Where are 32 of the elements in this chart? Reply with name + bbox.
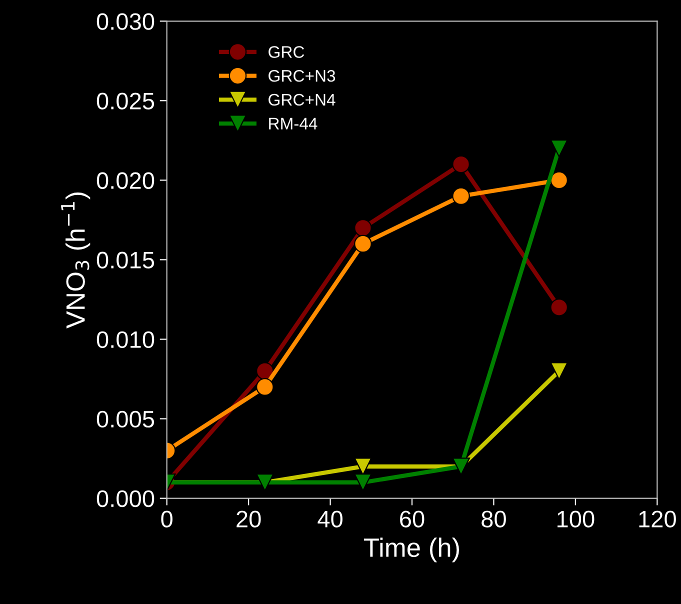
point bbox=[354, 234, 372, 253]
y-tick-label: 0.015 bbox=[96, 252, 154, 269]
point bbox=[550, 298, 568, 316]
point bbox=[354, 474, 372, 492]
y-tick-label: 0.000 bbox=[96, 490, 154, 508]
x-tick-label: 0 bbox=[161, 510, 172, 528]
point bbox=[550, 139, 568, 158]
x-tick-label: 80 bbox=[482, 510, 506, 528]
x-tick-label: 40 bbox=[318, 510, 342, 528]
legend-label: GRC bbox=[268, 46, 304, 58]
point bbox=[256, 378, 274, 396]
point bbox=[354, 219, 372, 237]
point bbox=[256, 362, 274, 380]
legend-label: RM-44 bbox=[269, 118, 318, 130]
x-axis-title: Time (h) bbox=[364, 538, 459, 562]
point bbox=[550, 171, 568, 190]
point bbox=[550, 362, 568, 380]
x-tick-label: 120 bbox=[639, 510, 676, 528]
y-tick-label: 0.025 bbox=[96, 92, 154, 110]
x-tick-label: 20 bbox=[236, 510, 261, 528]
x-tick-label: 100 bbox=[558, 510, 594, 528]
y-tick-label: 0.030 bbox=[96, 13, 154, 30]
point bbox=[354, 458, 372, 476]
x-tick-label: 60 bbox=[400, 510, 424, 528]
point bbox=[452, 155, 470, 174]
point bbox=[452, 187, 470, 205]
y-tick-label: 0.010 bbox=[96, 331, 154, 348]
legend-label: GRC+N3 bbox=[268, 70, 336, 82]
y-axis-title: VNO$_{3}$ (h$^{−1}$) bbox=[61, 192, 90, 328]
legend-label: GRC+N4 bbox=[268, 94, 336, 106]
y-tick-label: 0.020 bbox=[96, 172, 154, 189]
y-tick-label: 0.005 bbox=[96, 410, 154, 428]
